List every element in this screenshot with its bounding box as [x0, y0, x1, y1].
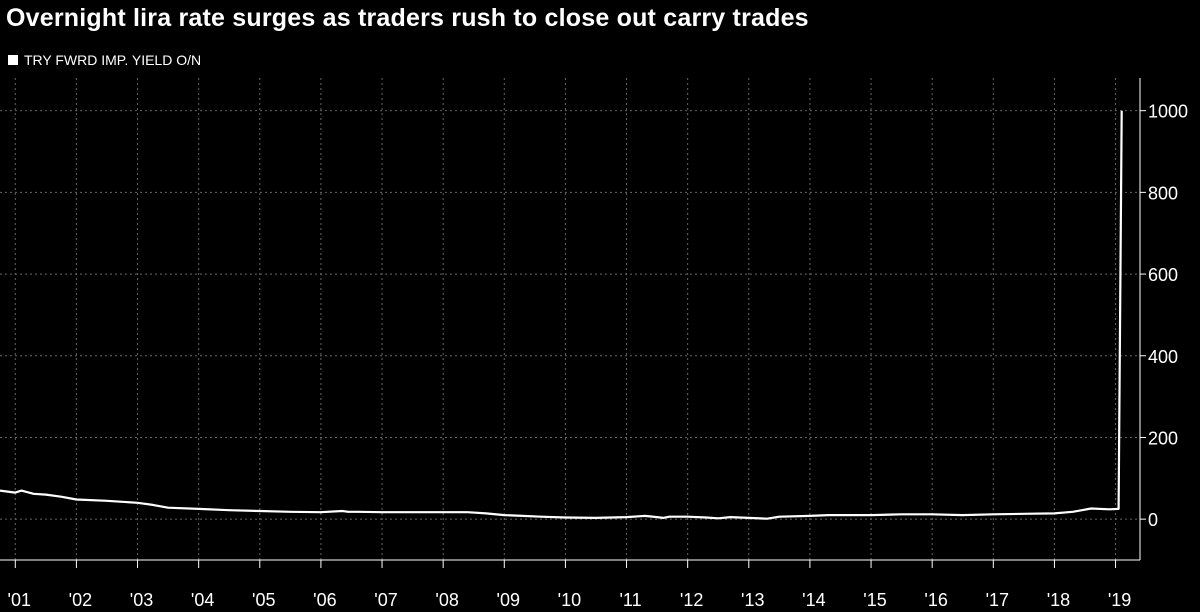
x-tick-label: '16 — [924, 590, 947, 610]
legend-swatch — [8, 55, 18, 65]
x-tick-label: '07 — [374, 590, 397, 610]
x-tick-labels: '01 '02 '03 '04 '05 '06 '07 '08 '09 '10 '11 '12 '13 '… — [8, 590, 1132, 610]
x-tick-label: '17 — [986, 590, 1009, 610]
x-tick-label: '01 — [8, 590, 31, 610]
x-tick-label: '06 — [313, 590, 336, 610]
y-tick-labels: 0 200 400 600 800 1000 — [1148, 102, 1188, 530]
legend: TRY FWRD IMP. YIELD O/N — [8, 52, 201, 68]
series-line — [0, 110, 1123, 520]
x-tick-label: '18 — [1047, 590, 1070, 610]
x-tick-label: '04 — [191, 590, 214, 610]
x-tick-label: '09 — [497, 590, 520, 610]
series-lines — [0, 110, 1123, 520]
y-tick-label: 400 — [1148, 347, 1178, 367]
y-tick-label: 800 — [1148, 183, 1178, 203]
x-tick-label: '02 — [69, 590, 92, 610]
y-tick-label: 600 — [1148, 265, 1178, 285]
y-tick-label: 0 — [1148, 510, 1158, 530]
x-tick-label: '14 — [802, 590, 825, 610]
x-tick-label: '10 — [558, 590, 581, 610]
x-tick-label: '12 — [680, 590, 703, 610]
x-tick-label: '03 — [130, 590, 153, 610]
chart-title: Overnight lira rate surges as traders ru… — [6, 4, 809, 32]
x-tick-label: '08 — [435, 590, 458, 610]
x-tick-label: '15 — [863, 590, 886, 610]
x-tick-label: '19 — [1108, 590, 1131, 610]
x-tick-label: '11 — [619, 590, 641, 610]
x-tick-label: '05 — [252, 590, 275, 610]
grid-lines — [0, 78, 1140, 560]
legend-label: TRY FWRD IMP. YIELD O/N — [24, 52, 202, 68]
y-tick-label: 1000 — [1148, 102, 1188, 122]
x-tick-label: '13 — [741, 590, 764, 610]
axes — [0, 78, 1146, 568]
y-tick-label: 200 — [1148, 428, 1178, 448]
